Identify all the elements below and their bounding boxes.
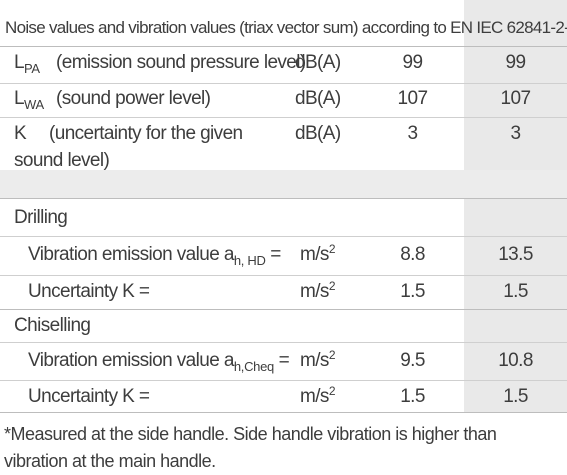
section-divider (0, 309, 567, 310)
chiselling-emission-unit: m/s2 (300, 348, 335, 371)
header-divider (0, 46, 567, 47)
chiselling-uncertainty-value-2: 1.5 (503, 386, 528, 407)
k-value-1: 3 (407, 123, 419, 144)
chiselling-uncertainty-unit: m/s2 (300, 384, 335, 407)
row-divider (0, 342, 567, 343)
lpa-description: (emission sound pressure level) (56, 52, 306, 73)
drilling-emission-unit: m/s2 (300, 242, 335, 265)
k-description-line1: (uncertainty for the given (49, 123, 243, 144)
row-divider (0, 236, 567, 237)
drilling-emission-value-1: 8.8 (400, 244, 425, 265)
row-divider (0, 275, 567, 276)
section-divider (0, 198, 567, 199)
lpa-value-1: 99 (402, 52, 424, 73)
chiselling-uncertainty-label: Uncertainty K = (28, 386, 150, 407)
drilling-title: Drilling (14, 207, 68, 228)
chiselling-emission-label: Vibration emission value ah,Cheq = (28, 350, 290, 374)
drilling-uncertainty-value-2: 1.5 (503, 281, 528, 302)
lpa-value-2: 99 (505, 52, 527, 73)
drilling-emission-value-2: 13.5 (498, 244, 533, 265)
row-divider (0, 117, 567, 118)
lwa-value-1: 107 (397, 88, 429, 109)
lpa-unit: dB(A) (295, 52, 341, 73)
lwa-unit: dB(A) (295, 88, 341, 109)
section-separator (0, 170, 567, 198)
column-shade (464, 0, 567, 412)
k-description-line2: sound level) (14, 150, 110, 171)
drilling-emission-label: Vibration emission value ah, HD = (28, 244, 281, 268)
drilling-uncertainty-label: Uncertainty K = (28, 281, 150, 302)
k-unit: dB(A) (295, 123, 341, 144)
lwa-description: (sound power level) (56, 88, 211, 109)
lpa-symbol: LPA (14, 52, 40, 76)
chiselling-emission-value-1: 9.5 (400, 350, 425, 371)
chiselling-uncertainty-value-1: 1.5 (400, 386, 425, 407)
k-value-2: 3 (510, 123, 522, 144)
table-bottom-divider (0, 412, 567, 413)
row-divider (0, 83, 567, 84)
row-divider (0, 380, 567, 381)
table-header: Noise values and vibration values (triax… (5, 18, 567, 37)
chiselling-title: Chiselling (14, 315, 91, 336)
k-symbol: K (14, 123, 27, 144)
drilling-uncertainty-unit: m/s2 (300, 279, 335, 302)
lwa-value-2: 107 (500, 88, 532, 109)
lwa-symbol: LWA (14, 88, 44, 112)
chiselling-emission-value-2: 10.8 (498, 350, 533, 371)
drilling-uncertainty-value-1: 1.5 (400, 281, 425, 302)
footnote: *Measured at the side handle. Side handl… (4, 424, 497, 471)
